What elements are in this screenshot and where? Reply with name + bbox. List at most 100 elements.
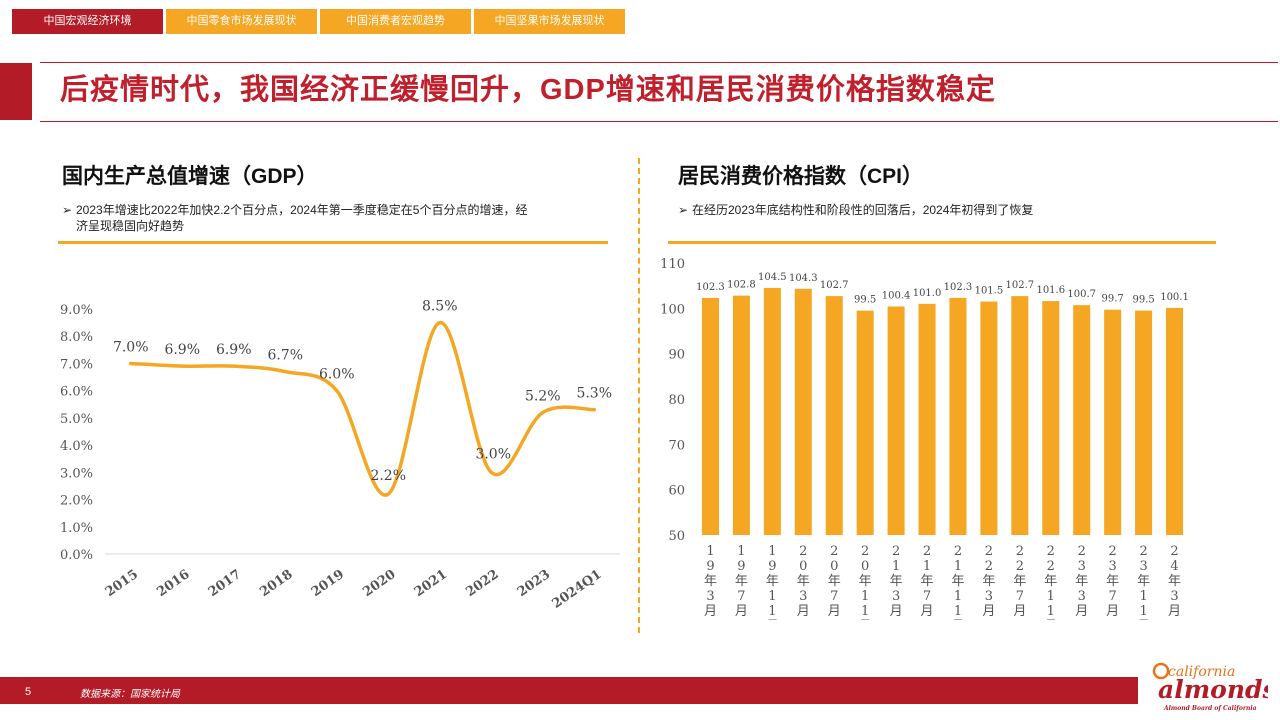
gdp-data-point	[232, 364, 236, 368]
gdp-data-label: 8.5%	[422, 299, 458, 315]
cpi-y-tick-label: 60	[668, 484, 685, 499]
cpi-bar	[825, 296, 843, 535]
gdp-data-label: 6.9%	[216, 342, 252, 358]
gdp-x-tick-label: 2018	[257, 567, 295, 600]
almonds-logo: california almonds Almond Board of Calif…	[1152, 662, 1268, 712]
cpi-bar	[1073, 305, 1091, 535]
gdp-series-line	[129, 320, 596, 497]
gdp-data-point	[541, 410, 545, 414]
cpi-data-label: 100.7	[1067, 289, 1096, 300]
arrow-bullet-icon: ➢	[62, 203, 73, 217]
cpi-bar	[794, 288, 812, 535]
svg-text:california: california	[1168, 664, 1235, 680]
cpi-y-tick-label: 80	[668, 393, 685, 408]
page-title: 后疫情时代，我国经济正缓慢回升，GDP增速和居民消费价格指数稳定	[60, 74, 996, 106]
cpi-data-label: 104.3	[789, 273, 818, 284]
cpi-data-label: 100.1	[1160, 292, 1189, 303]
cpi-x-tick-label: 20年11月	[859, 544, 872, 620]
gdp-y-tick-label: 7.0%	[60, 357, 93, 372]
gdp-x-tick-label: 2022	[463, 567, 501, 600]
page-number: 5	[25, 686, 32, 698]
cpi-bar	[763, 287, 781, 535]
gdp-y-tick-label: 6.0%	[60, 385, 93, 400]
cpi-data-label: 101.0	[913, 288, 942, 299]
gdp-data-label: 6.0%	[319, 367, 355, 383]
gdp-data-label: 6.7%	[267, 348, 303, 364]
cpi-bar	[856, 310, 874, 535]
cpi-bar	[980, 301, 998, 535]
footer-bar	[0, 677, 1138, 704]
cpi-bar	[918, 303, 936, 535]
cpi-data-label: 102.7	[1006, 280, 1035, 291]
tab-consumer-trends[interactable]: 中国消费者宏观趋势	[320, 9, 471, 34]
cpi-bar-chart: 50 60 70 80 90 100 110 102.3 1 9 年 3 月 102.8 1 9 年 7 月 104.…	[660, 257, 1189, 620]
cpi-bar	[1104, 309, 1122, 535]
cpi-data-label: 99.5	[854, 295, 876, 306]
cpi-data-label: 102.3	[696, 282, 725, 293]
tab-snack-market[interactable]: 中国零食市场发展现状	[166, 9, 317, 34]
gdp-y-tick-label: 5.0%	[60, 412, 93, 427]
gdp-x-tick-label: 2015	[103, 567, 141, 600]
gdp-y-tick-label: 9.0%	[60, 303, 93, 318]
gdp-bullet: ➢ 2023年增速比2022年加快2.2个百分点，2024年第一季度稳定在5个百分…	[62, 202, 622, 234]
title-frame	[40, 62, 1278, 122]
svg-text:almonds: almonds	[1158, 675, 1268, 704]
cpi-y-tick-label: 100	[660, 302, 685, 317]
cpi-data-label: 99.5	[1132, 295, 1154, 306]
cpi-bar	[949, 297, 967, 535]
cpi-section-title: 居民消费价格指数（CPI）	[678, 165, 924, 188]
cpi-bar	[1042, 301, 1060, 535]
cpi-bar	[1011, 296, 1029, 535]
gdp-y-tick-label: 3.0%	[60, 466, 93, 481]
cpi-bullet: ➢ 在经历2023年底结构性和阶段性的回落后，2024年初得到了恢复	[678, 202, 1238, 218]
svg-text:Almond Board of California: Almond Board of California	[1163, 705, 1257, 712]
cpi-bullet-text: 在经历2023年底结构性和阶段性的回落后，2024年初得到了恢复	[692, 203, 1034, 217]
gdp-y-tick-label: 4.0%	[60, 439, 93, 454]
gdp-separator	[58, 241, 608, 244]
gdp-x-tick-label: 2019	[309, 567, 347, 600]
gdp-x-tick-label: 2020	[360, 567, 398, 600]
cpi-x-tick-label: 23年11月	[1137, 544, 1150, 620]
gdp-x-tick-label: 2023	[515, 567, 553, 600]
gdp-y-tick-label: 1.0%	[60, 521, 93, 536]
cpi-y-tick-label: 70	[668, 438, 685, 453]
gdp-data-point	[386, 492, 390, 496]
gdp-data-label: 3.0%	[475, 446, 511, 462]
gdp-y-tick-label: 0.0%	[60, 548, 93, 563]
cpi-x-tick-label: 22年11月	[1044, 544, 1057, 620]
gdp-line-chart: 0.0% 1.0% 2.0% 3.0% 4.0% 5.0% 6.0% 7.0% 8.0% 9.0%…	[60, 299, 620, 612]
gdp-data-point	[489, 470, 493, 474]
cpi-y-tick-label: 110	[660, 257, 685, 272]
gdp-x-tick-label: 2017	[206, 567, 244, 600]
cpi-bar	[701, 297, 719, 535]
cpi-data-label: 101.5	[975, 286, 1004, 297]
gdp-data-point	[180, 364, 184, 368]
tab-macro-economy[interactable]: 中国宏观经济环境	[12, 9, 163, 34]
gdp-data-label: 6.9%	[164, 342, 200, 358]
gdp-data-point	[592, 408, 596, 412]
logo-swirl-icon	[1152, 662, 1170, 680]
cpi-data-label: 102.8	[727, 280, 756, 291]
tab-nut-market[interactable]: 中国坚果市场发展现状	[474, 9, 625, 34]
gdp-data-point	[335, 389, 339, 393]
gdp-data-label: 2.2%	[370, 468, 406, 484]
cpi-data-label: 102.3	[944, 282, 973, 293]
cpi-data-label: 104.5	[758, 272, 787, 283]
gdp-data-point	[438, 321, 442, 325]
cpi-data-label: 99.7	[1102, 294, 1124, 305]
cpi-bar	[1166, 307, 1184, 535]
arrow-bullet-icon: ➢	[678, 203, 689, 217]
gdp-x-tick-label: 2016	[154, 567, 192, 600]
gdp-y-tick-label: 2.0%	[60, 494, 93, 509]
gdp-data-label: 5.2%	[525, 388, 561, 404]
data-source: 数据来源：国家统计局	[80, 689, 180, 700]
section-divider	[638, 158, 640, 633]
